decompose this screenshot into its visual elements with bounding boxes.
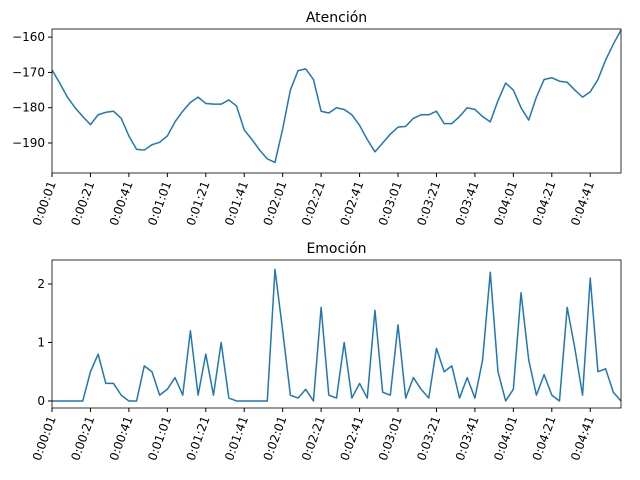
x-tick-label: 0:00:41 [107,414,136,462]
x-tick-label: 0:04:41 [568,179,597,227]
x-tick-label: 0:02:21 [299,179,328,227]
y-tick-label: 1 [37,335,45,349]
x-tick-label: 0:01:21 [184,414,213,462]
x-tick-label: 0:01:01 [145,414,174,462]
line [52,268,622,402]
x-tick-label: 0:02:01 [261,414,290,462]
x-tick-label: 0:01:41 [222,179,251,227]
x-tick-label: 0:04:01 [491,179,520,227]
x-tick-label: 0:01:41 [222,414,251,462]
y-tick-label: −180 [12,101,45,115]
x-tick-label: 0:00:21 [68,179,97,227]
x-tick-label: 0:03:41 [453,414,482,462]
x-tick-label: 0:01:21 [184,179,213,227]
x-tick-label: 0:03:21 [414,414,443,462]
x-tick-label: 0:00:01 [30,414,59,462]
x-tick-label: 0:04:01 [491,414,520,462]
x-tick-label: 0:00:01 [30,179,59,227]
x-tick-label: 0:00:21 [68,414,97,462]
x-tick-label: 0:03:01 [376,414,405,462]
x-tick-label: 0:00:41 [107,179,136,227]
x-tick-label: 0:02:41 [337,179,366,227]
x-tick-label: 0:03:41 [453,179,482,227]
x-tick-label: 0:02:01 [261,179,290,227]
x-tick-label: 0:02:21 [299,414,328,462]
x-tick-label: 0:04:21 [530,414,559,462]
x-tick-label: 0:04:41 [568,414,597,462]
y-tick-label: −190 [12,136,45,150]
y-tick-label: 2 [37,277,45,291]
x-tick-label: 0:02:41 [337,414,366,462]
axes-frame [51,259,622,409]
x-tick-label: 0:03:21 [414,179,443,227]
y-tick-label: −170 [12,65,45,79]
x-tick-label: 0:03:01 [376,179,405,227]
y-tick-label: 0 [37,394,45,408]
axes-frame [51,28,622,174]
line [51,29,622,164]
chart-title: Atención [306,10,367,26]
y-tick-label: −160 [12,30,45,44]
chart-title: Emoción [306,241,366,257]
x-tick-label: 0:01:01 [145,179,174,227]
x-tick-label: 0:04:21 [530,179,559,227]
